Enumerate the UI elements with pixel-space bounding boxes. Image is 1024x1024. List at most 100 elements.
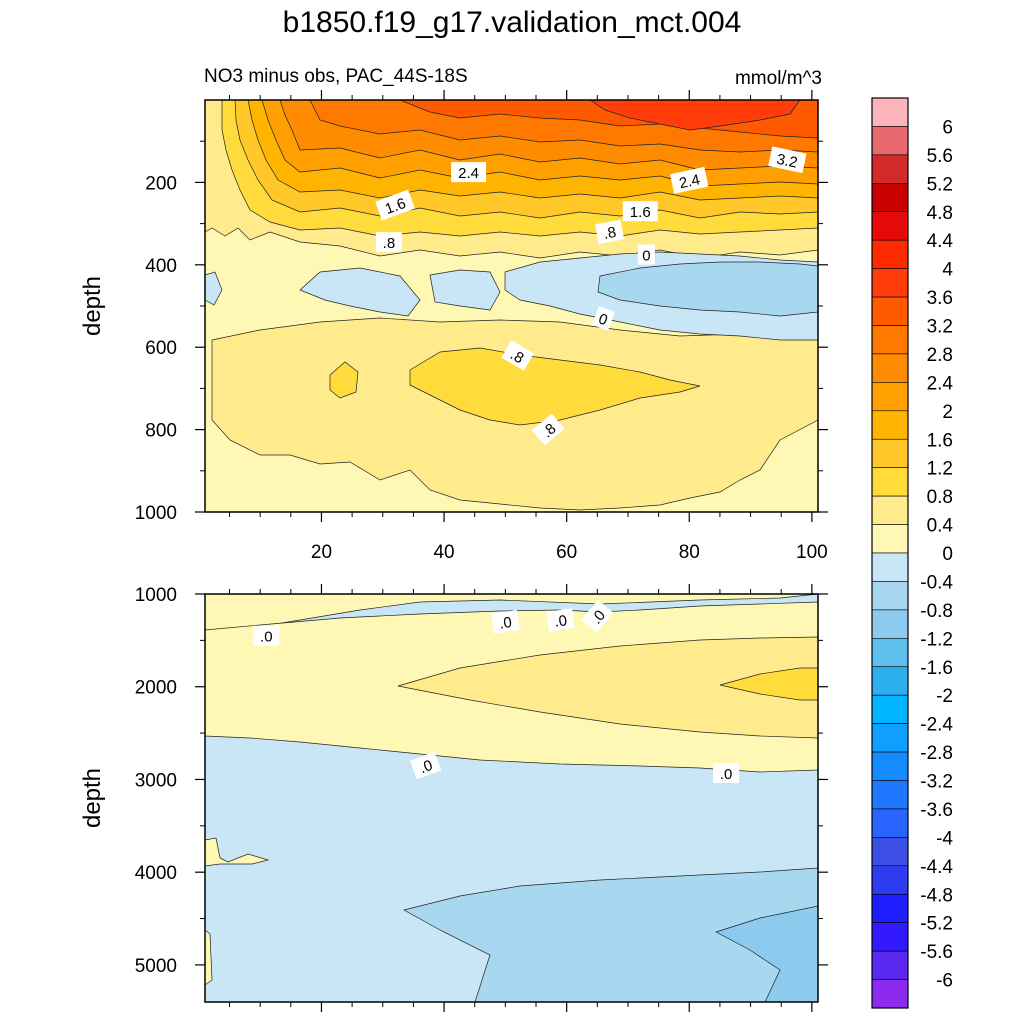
contour-label-box bbox=[501, 340, 534, 371]
colorbar-label: -4.4 bbox=[920, 857, 953, 878]
colorbar-label: -5.2 bbox=[920, 914, 953, 935]
contour-label-box bbox=[713, 762, 740, 783]
contour-label: .8 bbox=[531, 413, 565, 446]
field-band-pos-small bbox=[205, 837, 270, 867]
contour-label-text: .0 bbox=[720, 766, 733, 783]
contour-label: .8 bbox=[595, 219, 625, 244]
field-band-0.8-small bbox=[329, 361, 359, 399]
colorbar-swatch bbox=[871, 609, 909, 639]
colorbar-label: -1.6 bbox=[920, 658, 953, 679]
contour-label-box bbox=[670, 166, 709, 194]
colorbar-swatch bbox=[871, 325, 909, 355]
bottom-plot-frame bbox=[204, 593, 819, 1003]
top-x-tick-label: 80 bbox=[679, 542, 700, 563]
colorbar-swatch bbox=[871, 211, 909, 241]
colorbar: 6 5.6 5.2 4.8 4.4 4 3.6 3.2 2.8 2.4 2 1.6 1.2 0.8 0.4 0… bbox=[871, 97, 954, 1009]
colorbar-label: -2.8 bbox=[920, 743, 953, 764]
contour-label-text: .0 bbox=[553, 612, 568, 631]
colorbar-swatch bbox=[871, 467, 909, 497]
colorbar-label: 1.6 bbox=[927, 430, 953, 451]
colorbar-label: -4.8 bbox=[920, 885, 953, 906]
colorbar-swatch bbox=[871, 666, 909, 696]
colorbar-swatch bbox=[871, 154, 909, 184]
colorbar-label: -6 bbox=[936, 971, 953, 992]
bottom-contour-labels: .0 .0 .0 .0 .0 .0 bbox=[253, 599, 740, 783]
bottom-y-tick-label: 5000 bbox=[135, 956, 177, 977]
contour-label: 0 bbox=[637, 244, 655, 265]
contour-label-text: 3.2 bbox=[775, 151, 799, 172]
colorbar-swatch bbox=[871, 382, 909, 412]
contour-label-text: .0 bbox=[498, 614, 513, 633]
contour-label-text: 2.4 bbox=[678, 171, 702, 192]
colorbar-swatch bbox=[871, 581, 909, 611]
top-y-tick-label: 1000 bbox=[135, 503, 177, 524]
colorbar-label: 3.2 bbox=[927, 317, 953, 338]
contour-label: 3.2 bbox=[768, 146, 807, 174]
contour-label: .0 bbox=[713, 762, 740, 783]
colorbar-swatch bbox=[871, 495, 909, 525]
contour-label: .0 bbox=[491, 610, 520, 634]
bottom-y-tick-label: 2000 bbox=[135, 678, 177, 699]
colorbar-swatch bbox=[871, 410, 909, 440]
contour-label: 1.6 bbox=[375, 189, 415, 221]
units-label: mmol/m^3 bbox=[734, 68, 822, 89]
field-band-0.4-bottom bbox=[397, 636, 818, 739]
field-band-3.6 bbox=[589, 100, 801, 131]
figure-title: b1850.f19_g17.validation_mct.004 bbox=[282, 6, 742, 39]
field-band-neg0.8-bottom bbox=[715, 905, 818, 1002]
top-x-tick-label: 40 bbox=[433, 542, 454, 563]
colorbar-swatch bbox=[871, 638, 909, 668]
colorbar-label: 0 bbox=[942, 544, 953, 565]
colorbar-label: -4 bbox=[936, 828, 953, 849]
contour-label-box bbox=[375, 232, 402, 253]
field-band-neg0.4-bottom bbox=[403, 867, 818, 1002]
colorbar-swatch bbox=[871, 979, 909, 1009]
colorbar-swatch bbox=[871, 524, 909, 554]
colorbar-label: 4.4 bbox=[927, 231, 954, 252]
field-band-0.8-bottom bbox=[719, 667, 818, 701]
colorbar-swatch bbox=[871, 780, 909, 810]
colorbar-swatch bbox=[871, 893, 909, 923]
contour-label: .0 bbox=[253, 625, 280, 646]
contour-label-box bbox=[592, 306, 615, 331]
colorbar-label: 5.2 bbox=[927, 174, 953, 195]
colorbar-swatch bbox=[871, 723, 909, 753]
field-band-pos-edge bbox=[205, 929, 213, 986]
top-y-tick-label: 800 bbox=[145, 421, 177, 442]
top-contour-labels: 2.4 3.2 2.4 1.6 1.6 .8 .8 0 0 .8 .8 bbox=[375, 146, 807, 446]
colorbar-frame bbox=[871, 97, 909, 1009]
bottom-panel: 1000 2000 3000 4000 5000 depth .0 .0 .0 .0 .0 .0 bbox=[79, 584, 828, 1012]
contour-label-text: 2.4 bbox=[458, 165, 479, 182]
colorbar-label: 0.8 bbox=[927, 487, 953, 508]
colorbar-label: -3.6 bbox=[920, 800, 953, 821]
top-axes: 200 400 600 800 1000 20 40 60 80 100 bbox=[135, 90, 828, 563]
colorbar-label: 6 bbox=[942, 117, 953, 138]
contour-label-text: .0 bbox=[260, 629, 273, 646]
colorbar-label: 2 bbox=[942, 402, 953, 423]
contour-label: .0 bbox=[581, 599, 614, 633]
top-x-tick-label: 20 bbox=[311, 542, 332, 563]
top-y-tick-label: 400 bbox=[145, 256, 177, 277]
colorbar-swatch bbox=[871, 268, 909, 298]
colorbar-swatch bbox=[871, 865, 909, 895]
contour-label-box bbox=[451, 162, 487, 183]
colorbar-label: -0.8 bbox=[920, 601, 953, 622]
contour-label: 2.4 bbox=[670, 166, 709, 194]
colorbar-swatch bbox=[871, 126, 909, 156]
contour-label-text: 1.6 bbox=[630, 204, 651, 221]
colorbar-swatch bbox=[871, 837, 909, 867]
panel-subtitle: NO3 minus obs, PAC_44S-18S bbox=[204, 66, 468, 87]
colorbar-label: 2.8 bbox=[927, 345, 953, 366]
contour-label-box bbox=[546, 608, 575, 632]
colorbar-label: -3.2 bbox=[920, 772, 953, 793]
colorbar-label: 4 bbox=[942, 260, 953, 281]
top-x-tick-label: 100 bbox=[796, 542, 828, 563]
contour-label-box bbox=[595, 219, 625, 244]
top-panel: 200 400 600 800 1000 20 40 60 80 100 depth 2.4 3.2… bbox=[79, 90, 828, 563]
top-y-tick-label: 600 bbox=[145, 338, 177, 359]
bottom-y-tick-label: 1000 bbox=[135, 585, 177, 606]
contour-label: 1.6 bbox=[622, 201, 658, 222]
contour-label-box bbox=[410, 751, 442, 780]
field-band-neg0.8 bbox=[597, 261, 818, 317]
contour-label: .0 bbox=[410, 751, 442, 780]
